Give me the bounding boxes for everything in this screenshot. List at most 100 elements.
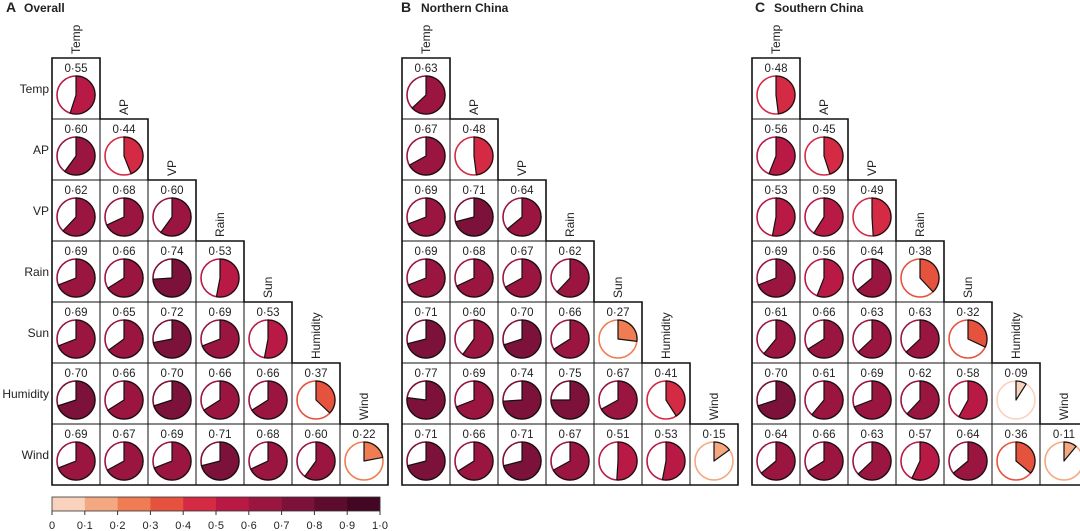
value-label: 0·15 <box>702 429 725 441</box>
pie-wedge <box>201 441 240 481</box>
col-label-rain: Rain <box>563 212 577 237</box>
col-label-wind: Wind <box>357 393 371 420</box>
value-label: 0·67 <box>112 429 135 441</box>
value-label: 0·38 <box>908 246 931 258</box>
pie-wedge <box>811 380 844 420</box>
value-label: 0·77 <box>414 368 437 380</box>
value-label: 0·60 <box>160 185 183 197</box>
pie-wedge <box>503 319 542 359</box>
col-label-humidity: Humidity <box>309 312 323 359</box>
value-label: 0·70 <box>764 368 787 380</box>
value-label: 0·69 <box>414 246 437 258</box>
col-label-sun: Sun <box>961 277 975 298</box>
row-label-sun: Sun <box>28 326 49 340</box>
pie-wedge <box>856 258 892 298</box>
value-label: 0·69 <box>462 368 485 380</box>
col-label-temp: Temp <box>69 24 83 54</box>
pie-wedge <box>550 380 590 420</box>
value-label: 0·60 <box>462 307 485 319</box>
pie-wedge <box>407 258 446 298</box>
pie-wedge <box>763 319 796 359</box>
colorbar-swatch <box>52 497 86 511</box>
col-label-vp: VP <box>865 160 879 176</box>
colorbar-tick-label: 0·2 <box>110 520 126 531</box>
value-label: 0·51 <box>606 429 629 441</box>
pie-wedge <box>69 75 96 115</box>
value-label: 0·62 <box>558 246 581 258</box>
colorbar-swatch <box>216 497 250 511</box>
pie-wedge <box>406 380 446 420</box>
value-label: 0·63 <box>860 429 883 441</box>
col-label-vp: VP <box>515 160 529 176</box>
pie-wedge <box>911 441 940 481</box>
value-label: 0·67 <box>558 429 581 441</box>
pie-wedge <box>64 136 96 176</box>
pie-wedge <box>807 441 844 481</box>
row-label-vp: VP <box>33 204 49 218</box>
pie-wedge <box>363 441 384 462</box>
pie-wedge <box>62 197 96 237</box>
pie-wedge <box>919 258 940 293</box>
pie-wedge <box>905 319 940 359</box>
pie-wedge <box>553 319 590 359</box>
panel-letter: B <box>401 0 411 15</box>
pie-wedge <box>407 441 446 481</box>
value-label: 0·63 <box>860 307 883 319</box>
pie-wedge <box>616 441 638 481</box>
value-label: 0·68 <box>462 246 485 258</box>
value-label: 0·66 <box>256 368 279 380</box>
value-label: 0·59 <box>812 185 835 197</box>
value-label: 0·64 <box>764 429 788 441</box>
value-label: 0·63 <box>414 63 437 75</box>
value-label: 0·69 <box>64 307 87 319</box>
pie-wedge <box>57 319 96 359</box>
colorbar-tick-label: 0·5 <box>208 520 224 531</box>
pie-wedge <box>251 380 288 420</box>
value-label: 0·22 <box>352 429 375 441</box>
col-label-ap: AP <box>467 99 481 115</box>
value-label: 0·66 <box>112 246 135 258</box>
col-label-temp: Temp <box>419 24 433 54</box>
colorbar-tick-label: 0 <box>49 520 55 531</box>
colorbar: 0 0·1 0·2 0·3 0·4 0·5 0·6 0·7 0·8 0·9 1·0 <box>49 496 388 531</box>
pie-wedge <box>952 441 988 481</box>
value-label: 0·36 <box>1004 429 1027 441</box>
col-label-sun: Sun <box>261 277 275 298</box>
value-label: 0·74 <box>160 246 184 258</box>
col-label-humidity: Humidity <box>659 312 673 359</box>
pie-wedge <box>665 380 686 417</box>
row-label-temp: Temp <box>20 82 50 96</box>
pie-wedge <box>857 441 892 481</box>
pie-wedge <box>506 197 542 237</box>
value-label: 0·62 <box>64 185 87 197</box>
value-label: 0·66 <box>558 307 581 319</box>
colorbar-swatch <box>150 497 184 511</box>
value-label: 0·32 <box>956 307 979 319</box>
col-label-wind: Wind <box>1057 393 1071 420</box>
value-label: 0·69 <box>414 185 437 197</box>
value-label: 0·70 <box>64 368 87 380</box>
pie-wedge <box>315 380 336 414</box>
pie-wedge <box>768 136 796 176</box>
colorbar-tick-label: 0·9 <box>339 520 355 531</box>
pie-wedge <box>504 258 542 298</box>
panel-c: C Southern China Temp AP VP Rain Sun Humidity Wi… <box>751 0 1080 486</box>
panel-title: Southern China <box>774 1 864 15</box>
pie-wedge <box>760 441 796 481</box>
pie-wedge <box>203 380 240 420</box>
pie-wedge <box>106 197 144 237</box>
colorbar-swatch <box>347 497 381 511</box>
value-label: 0·63 <box>908 307 931 319</box>
value-label: 0·69 <box>860 368 883 380</box>
value-label: 0·11 <box>1053 429 1075 441</box>
value-label: 0·66 <box>812 429 835 441</box>
col-label-rain: Rain <box>213 212 227 237</box>
pie-wedge <box>661 441 686 481</box>
pie-wedge <box>408 136 446 176</box>
value-label: 0·69 <box>160 429 183 441</box>
value-label: 0·72 <box>160 307 183 319</box>
panel-b: B Northern China Temp AP VP Rain Sun Humidity Wi… <box>401 0 739 486</box>
pie-wedge <box>813 197 844 237</box>
pie-wedge <box>106 441 144 481</box>
